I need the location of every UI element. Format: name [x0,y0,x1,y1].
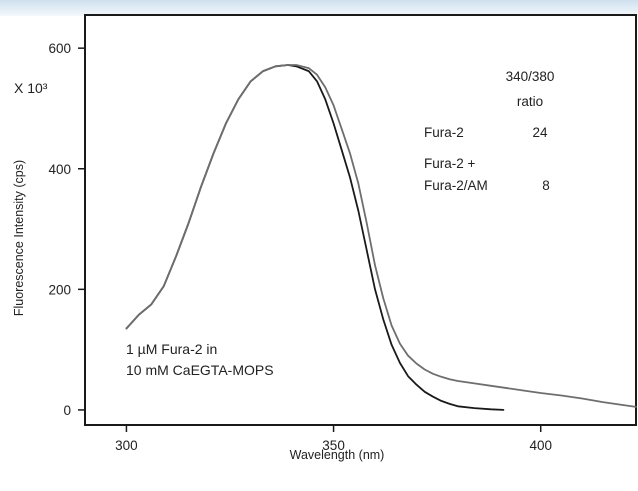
plot-frame [84,14,637,426]
y-multiplier-label: X 10³ [14,80,48,96]
y-axis-ticks: 0 200 400 600 [48,41,85,418]
x-tick-label: 300 [115,438,138,453]
legend-row2-value: 8 [542,178,550,193]
y-tick-label: 400 [48,162,71,177]
legend-row1-label: Fura-2 [424,125,464,140]
legend-row2-label-line2: Fura-2/AM [424,178,488,193]
sample-note-line1: 1 µM Fura-2 in [126,341,217,357]
x-tick-label: 400 [529,438,552,453]
legend-row2-label-line1: Fura-2 + [424,156,476,171]
x-axis-label: Wavelength (nm) [290,448,385,462]
series-layer [125,64,637,411]
y-tick-label: 600 [48,41,71,56]
sample-note-line2: 10 mM CaEGTA-MOPS [126,362,274,378]
y-tick-label: 0 [63,403,71,418]
series-line-fura2-plus-fura2am [125,64,637,408]
y-axis-label: Fluorescence Intensity (cps) [12,160,26,316]
ratio-header-line1: 340/380 [506,69,555,84]
top-decorative-band [0,0,638,16]
x-tick-label: 350 [322,438,345,453]
y-tick-label: 200 [48,282,71,297]
legend-row1-value: 24 [532,125,548,140]
ratio-header-line2: ratio [517,94,543,109]
x-axis-ticks: 300 350 400 [115,425,552,453]
